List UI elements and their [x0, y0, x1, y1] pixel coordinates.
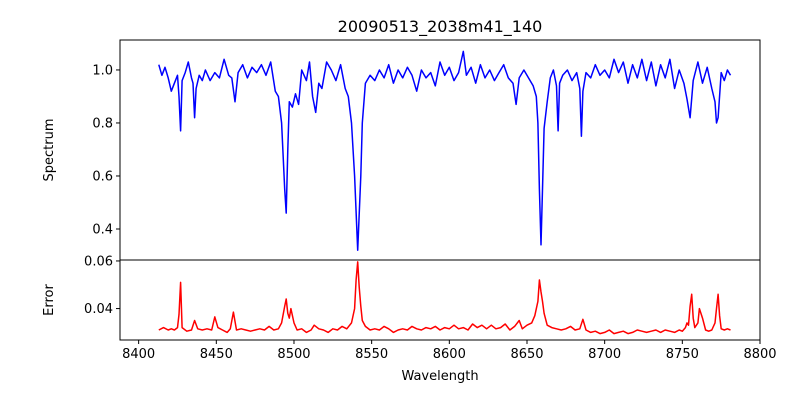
x-tick-label: 8650	[510, 347, 543, 362]
x-tick-label: 8750	[666, 347, 699, 362]
spectrum-y-tick-label: 1.0	[92, 63, 113, 78]
spectrum-axes: 0.4 0.6 0.8 1.0	[92, 39, 761, 261]
spectrum-y-axis-label: Spectrum	[42, 119, 57, 182]
x-tick-label: 8450	[200, 347, 233, 362]
error-y-tick-label: 0.06	[84, 254, 113, 269]
x-tick-label: 8600	[433, 347, 466, 362]
error-y-tick-label: 0.04	[84, 302, 113, 317]
spectrum-y-tick-label: 0.4	[92, 222, 113, 237]
x-tick-label: 8500	[277, 347, 310, 362]
error-axes-frame	[119, 259, 761, 341]
error-y-axis-label: Error	[42, 284, 57, 316]
x-tick-label: 8400	[122, 347, 155, 362]
error-axes: 0.04 0.06 8400 8450 8500 8550 8600 8650 8700 8750…	[84, 254, 777, 362]
x-tick-label: 8800	[743, 347, 776, 362]
spectrum-y-tick-label: 0.6	[92, 169, 113, 184]
chart-title: 20090513_2038m41_140	[338, 17, 543, 37]
x-tick-label: 8550	[355, 347, 388, 362]
error-line	[158, 261, 731, 335]
x-axis-label: Wavelength	[401, 369, 478, 384]
spectrum-y-tick-label: 0.8	[92, 116, 113, 131]
spectrum-line	[158, 50, 732, 251]
x-tick-label: 8700	[588, 347, 621, 362]
